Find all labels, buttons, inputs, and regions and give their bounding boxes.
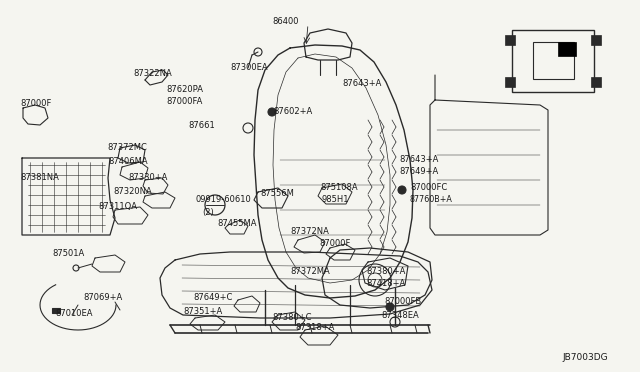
- Text: 87643+A: 87643+A: [342, 80, 381, 89]
- Circle shape: [398, 186, 406, 194]
- Text: 87380+A: 87380+A: [366, 267, 405, 276]
- Text: 87372MA: 87372MA: [290, 267, 330, 276]
- Text: 87300EA: 87300EA: [230, 62, 268, 71]
- Text: 87311QA: 87311QA: [98, 202, 137, 212]
- Text: 87010EA: 87010EA: [55, 310, 93, 318]
- Text: 87380+C: 87380+C: [272, 312, 312, 321]
- Bar: [591, 77, 601, 87]
- Text: 87418+A: 87418+A: [366, 279, 405, 289]
- Text: 87556M: 87556M: [260, 189, 294, 199]
- Text: 87381NA: 87381NA: [20, 173, 59, 182]
- Bar: [558, 42, 576, 56]
- Text: 87000FA: 87000FA: [166, 96, 202, 106]
- Text: 87649+A: 87649+A: [399, 167, 438, 176]
- Text: JB7003DG: JB7003DG: [562, 353, 607, 362]
- Text: 87000FB: 87000FB: [384, 298, 421, 307]
- Text: 87330+A: 87330+A: [128, 173, 168, 182]
- Text: 87649+C: 87649+C: [193, 292, 232, 301]
- Text: 87602+A: 87602+A: [273, 108, 312, 116]
- Text: 87661: 87661: [188, 122, 215, 131]
- Bar: [505, 77, 515, 87]
- Text: 87351+A: 87351+A: [183, 308, 222, 317]
- Bar: [591, 35, 601, 45]
- Text: 87455MA: 87455MA: [217, 219, 257, 228]
- Text: 87069+A: 87069+A: [83, 292, 122, 301]
- Text: 875108A: 875108A: [320, 183, 358, 192]
- Text: 87000F: 87000F: [319, 240, 350, 248]
- Text: 87620PA: 87620PA: [166, 86, 203, 94]
- Circle shape: [386, 303, 394, 311]
- Text: (2): (2): [202, 208, 214, 217]
- Text: 87643+A: 87643+A: [399, 155, 438, 164]
- Text: 87348EA: 87348EA: [381, 311, 419, 321]
- Bar: [505, 35, 515, 45]
- Text: 87372MC: 87372MC: [107, 142, 147, 151]
- Text: 87318+A: 87318+A: [295, 323, 334, 331]
- Bar: [52, 308, 60, 313]
- Text: 87406MA: 87406MA: [108, 157, 148, 167]
- Text: 87000F: 87000F: [20, 99, 51, 108]
- Text: 87760B+A: 87760B+A: [410, 195, 453, 203]
- Text: 985H1: 985H1: [322, 195, 349, 203]
- Text: 87372NA: 87372NA: [290, 228, 329, 237]
- Text: 86400: 86400: [272, 17, 298, 26]
- Bar: [512, 30, 594, 92]
- Text: 87000FC: 87000FC: [410, 183, 447, 192]
- Text: 87322NA: 87322NA: [133, 68, 172, 77]
- Text: 09919-60610: 09919-60610: [195, 196, 251, 205]
- Bar: [533, 42, 574, 79]
- Circle shape: [268, 108, 276, 116]
- Text: 87501A: 87501A: [52, 250, 84, 259]
- Text: 87320NA: 87320NA: [113, 187, 152, 196]
